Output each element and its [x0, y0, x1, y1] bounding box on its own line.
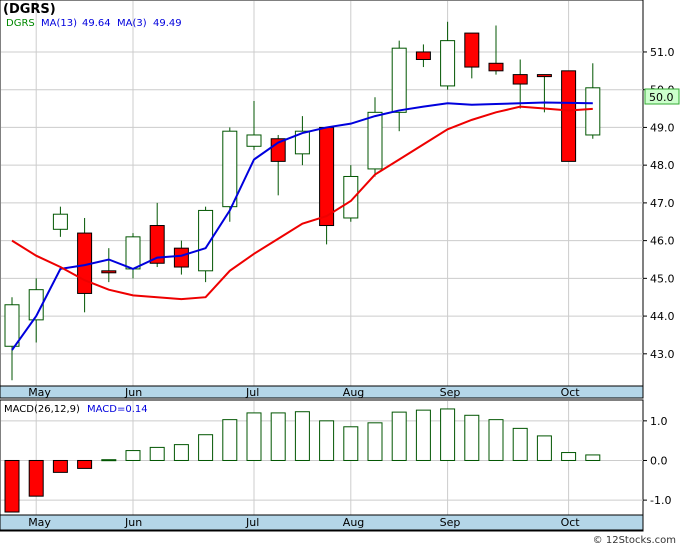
price-tick-label: 48.0	[650, 159, 675, 172]
macd-bar-positive	[149, 446, 165, 461]
candle-up	[222, 130, 238, 208]
macd-month-label: Jun	[124, 516, 142, 529]
candle-up	[367, 111, 383, 170]
macd-bar-positive	[440, 408, 456, 461]
macd-bar-negative	[28, 459, 44, 497]
candle-up	[294, 130, 310, 155]
price-month-label: Jun	[124, 386, 142, 399]
moving-average-lines	[11, 101, 593, 351]
macd-bar-positive	[391, 411, 407, 461]
macd-bars	[4, 408, 601, 513]
macd-bar-positive	[319, 420, 335, 461]
macd-month-band	[0, 514, 644, 531]
price-month-label: Jul	[245, 386, 259, 399]
macd-month-label: May	[28, 516, 51, 529]
legend-ma3-value: 49.49	[153, 18, 182, 29]
macd-bar-positive	[222, 419, 238, 461]
candle-down	[488, 62, 504, 72]
macd-bar-positive	[343, 426, 359, 461]
macd-panel-frame	[0, 399, 644, 532]
macd-bar-negative	[4, 459, 20, 513]
candle-down	[536, 74, 552, 78]
candle-up	[343, 175, 359, 219]
macd-bar-negative	[77, 459, 93, 469]
candle-up	[391, 47, 407, 113]
macd-bar-positive	[488, 419, 504, 461]
macd-bar-positive	[125, 450, 141, 461]
candle-up	[28, 289, 44, 321]
macd-bar-positive	[270, 412, 286, 461]
macd-bar-positive	[198, 434, 214, 461]
macd-month-label: Oct	[561, 516, 581, 529]
macd-month-label: Jul	[245, 516, 259, 529]
price-month-band	[0, 385, 644, 399]
price-tick-label: 44.0	[650, 310, 675, 323]
last-price-tag	[644, 88, 680, 105]
candles	[4, 21, 601, 381]
candle-down	[561, 70, 577, 162]
month-labels: May May Jun Jun Jul Jul Aug Aug Sep Sep Oct Oct	[28, 386, 580, 529]
macd-tick-label: 0.0	[650, 454, 668, 467]
candle-down	[464, 32, 480, 68]
macd-bar-positive	[536, 435, 552, 461]
candle-up	[440, 40, 456, 87]
y-axis-ticks: 43.0 44.0 45.0 46.0 47.0 48.0 49.0 50.0 51.0 -1.0…	[643, 46, 675, 507]
macd-tick-label: -1.0	[650, 494, 671, 507]
candle-up	[246, 134, 262, 147]
candle-down	[415, 51, 431, 61]
candle-down	[149, 225, 165, 264]
price-month-label: May	[28, 386, 51, 399]
legend-macd-label: MACD(26,12,9)	[4, 404, 80, 415]
macd-bar-positive	[561, 452, 577, 461]
legend-symbol: DGRS	[6, 18, 35, 29]
candle-up	[125, 236, 141, 270]
candle-down	[101, 270, 117, 274]
macd-tick-label: 1.0	[650, 415, 668, 428]
price-tick-label: 47.0	[650, 197, 675, 210]
last-price-label: 50.0	[649, 91, 674, 104]
price-tick-label: 49.0	[650, 121, 675, 134]
price-month-label: Aug	[343, 386, 364, 399]
legend-ma3-label: MA(3)	[117, 18, 147, 29]
price-tick-label: 46.0	[650, 235, 675, 248]
macd-bar-positive	[246, 412, 262, 461]
ma3-line	[11, 105, 593, 301]
candle-up	[4, 304, 20, 347]
macd-month-label: Sep	[440, 516, 461, 529]
macd-bar-positive	[367, 422, 383, 461]
chart-title: (DGRS)	[3, 2, 56, 17]
candle-down	[319, 126, 335, 227]
price-tick-label: 45.0	[650, 272, 675, 285]
candle-down	[173, 247, 189, 268]
candle-up	[585, 87, 601, 136]
macd-bar-positive	[415, 409, 431, 461]
watermark: © 12Stocks.com	[593, 535, 676, 546]
price-grid	[1, 1, 643, 386]
legend-ma13-label: MA(13)	[41, 18, 77, 29]
price-tick-label: 51.0	[650, 46, 675, 59]
candle-down	[512, 74, 528, 85]
macd-bar-positive	[294, 411, 310, 461]
price-month-label: Oct	[561, 386, 581, 399]
candle-up	[198, 209, 214, 272]
ma13-line	[11, 101, 593, 351]
macd-bar-positive	[464, 414, 480, 461]
macd-bar-positive	[585, 454, 601, 461]
legend-macd-value: MACD=0.14	[87, 404, 148, 415]
macd-bar-negative	[52, 459, 68, 473]
macd-bar-positive	[101, 459, 117, 462]
macd-bar-positive	[512, 427, 528, 461]
macd-month-label: Aug	[343, 516, 364, 529]
price-tick-label: 43.0	[650, 348, 675, 361]
legend-ma13-value: 49.64	[82, 18, 111, 29]
price-month-label: Sep	[440, 386, 461, 399]
macd-bar-positive	[173, 444, 189, 461]
candle-up	[52, 213, 68, 230]
